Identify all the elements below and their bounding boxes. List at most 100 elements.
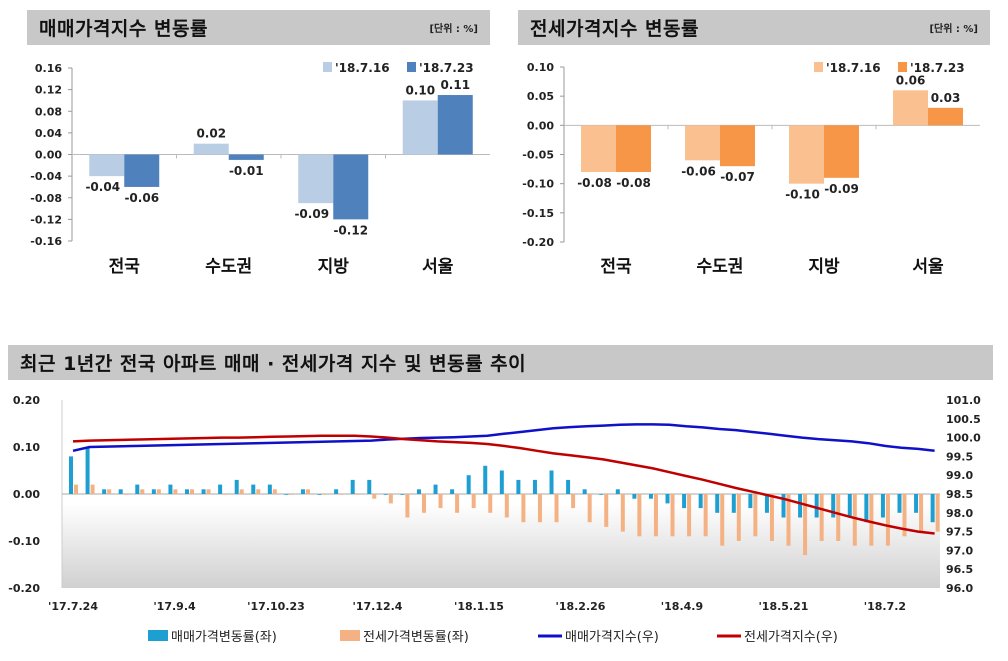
- category-label: 서울: [912, 257, 944, 277]
- data-label: 0.10: [405, 83, 435, 97]
- y-tick-label: -0.05: [522, 149, 554, 162]
- legend-swatch: [407, 62, 416, 72]
- bar-jeonse-change: [305, 489, 310, 494]
- y-tick-label: 0.08: [35, 105, 62, 118]
- bar-sale-change: [682, 494, 687, 509]
- bar-jeonse-change: [239, 489, 244, 494]
- bar-jeonse-change: [919, 494, 924, 532]
- bar-jeonse-change: [819, 494, 824, 541]
- legend-label: 매매가격지수(우): [565, 630, 659, 645]
- data-label: 0.11: [440, 78, 470, 92]
- bar-sale-change: [897, 494, 902, 513]
- bar-jeonse-change: [223, 494, 228, 495]
- bar-sale-change: [880, 494, 885, 518]
- legend-label: 전세가격변동률(좌): [363, 630, 469, 645]
- bar-sale-change: [532, 479, 537, 494]
- bar-jeonse-change: [438, 494, 443, 509]
- y-tick-label: 0.16: [35, 62, 62, 75]
- bar-jeonse-change: [836, 494, 841, 541]
- bar-jeonse-change: [372, 494, 377, 499]
- y-tick-label: 0.00: [35, 149, 62, 162]
- bar-sale-change: [764, 494, 769, 513]
- x-tick-label: '18.4.9: [661, 600, 703, 613]
- bar-sale-change: [499, 470, 504, 494]
- bar-sale-change: [549, 470, 554, 494]
- bar-수도권-1: [228, 154, 264, 160]
- bar-jeonse-change: [123, 494, 128, 495]
- bar-sale-change: [715, 494, 720, 513]
- bar-지방-0: [298, 154, 334, 204]
- bar-jeonse-change: [189, 489, 194, 494]
- right-y-tick-label: 99.5: [946, 450, 973, 463]
- category-label: 수도권: [697, 257, 744, 277]
- data-label: -0.08: [616, 176, 651, 190]
- data-label: -0.09: [824, 182, 859, 196]
- bar-sale-change: [731, 494, 736, 513]
- jeonse-panel-title: 전세가격지수 변동률: [530, 18, 699, 40]
- bar-sale-change: [184, 489, 189, 494]
- right-y-tick-label: 96.5: [946, 563, 973, 576]
- bar-jeonse-change: [687, 494, 692, 537]
- bar-수도권-1: [720, 125, 755, 167]
- right-y-tick-label: 98.5: [946, 488, 973, 501]
- category-label: 서울: [422, 257, 454, 277]
- bar-서울-0: [893, 90, 928, 126]
- bar-sale-change: [798, 494, 803, 518]
- right-y-tick-label: 96.0: [946, 582, 973, 595]
- bar-jeonse-change: [504, 494, 509, 518]
- bar-sale-change: [748, 494, 753, 509]
- legend-label: '18.7.23: [910, 61, 965, 75]
- bar-jeonse-change: [521, 494, 526, 523]
- bar-sale-change: [698, 494, 703, 509]
- bar-jeonse-change: [753, 494, 758, 537]
- y-tick-label: -0.10: [522, 178, 554, 191]
- bar-jeonse-change: [256, 489, 261, 494]
- bar-jeonse-change: [736, 494, 741, 541]
- data-label: -0.06: [124, 191, 159, 205]
- bar-sale-change: [632, 494, 637, 499]
- x-tick-label: '17.9.4: [153, 600, 196, 613]
- bar-sale-change: [450, 489, 455, 494]
- legend-swatch: [340, 630, 360, 641]
- bar-sale-change: [814, 494, 819, 518]
- category-label: 지방: [808, 257, 840, 277]
- data-label: -0.06: [681, 164, 716, 178]
- bar-jeonse-change: [488, 494, 493, 513]
- bar-sale-change: [350, 479, 355, 494]
- data-label: -0.09: [294, 207, 329, 221]
- bar-서울-1: [928, 107, 963, 126]
- bar-jeonse-change: [902, 494, 907, 537]
- data-label: 0.02: [196, 127, 226, 141]
- data-label: -0.12: [333, 223, 368, 237]
- trend-panel-header: 최근 1년간 전국 아파트 매매 · 전세가격 지수 및 변동률 추이: [8, 345, 993, 380]
- y-tick-label: -0.16: [30, 235, 62, 248]
- x-tick-label: '17.10.23: [247, 600, 305, 613]
- bar-지방-0: [789, 125, 824, 184]
- bar-sale-change: [267, 484, 272, 494]
- right-y-tick-label: 97.5: [946, 526, 973, 539]
- bar-sale-change: [251, 484, 256, 494]
- bar-sale-change: [433, 484, 438, 494]
- bar-jeonse-change: [554, 494, 559, 523]
- bar-수도권-0: [193, 143, 229, 155]
- x-tick-label: '18.5.21: [758, 600, 808, 613]
- legend-swatch: [148, 630, 168, 641]
- bar-sale-change: [234, 479, 239, 494]
- left-y-tick-label: 0.00: [13, 488, 40, 501]
- bar-jeonse-change: [289, 494, 294, 495]
- data-label: -0.08: [577, 176, 612, 190]
- bar-sale-change: [516, 479, 521, 494]
- bar-jeonse-change: [74, 484, 78, 494]
- right-y-tick-label: 99.0: [946, 469, 973, 482]
- bar-sale-change: [665, 494, 670, 504]
- bar-전국-1: [124, 154, 160, 187]
- bar-지방-1: [333, 154, 369, 220]
- data-label: 0.03: [931, 91, 961, 105]
- bar-sale-change: [615, 489, 620, 494]
- bar-sale-change: [582, 489, 587, 494]
- data-label: -0.10: [785, 188, 820, 202]
- bar-jeonse-change: [803, 494, 808, 556]
- bar-jeonse-change: [322, 494, 327, 495]
- bar-jeonse-change: [140, 489, 145, 494]
- bar-jeonse-change: [339, 494, 344, 495]
